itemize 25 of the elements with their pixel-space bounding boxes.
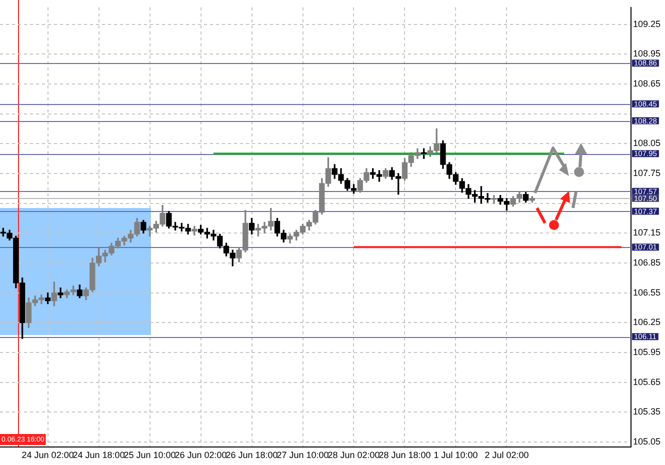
y-tick-label: 107.15 (633, 228, 661, 238)
y-tick-label: 106.85 (633, 257, 661, 268)
y-tick-label: 108.05 (633, 138, 661, 148)
y-tick-label: 105.05 (633, 436, 661, 447)
candlestick (58, 288, 64, 298)
x-tick-label: 26 Jun 18:00 (226, 450, 278, 460)
y-tick-label: 105.95 (633, 347, 661, 357)
x-tick-label: 1 Jul 10:00 (434, 450, 478, 460)
candlestick (491, 195, 497, 204)
y-tick-label: 107.75 (633, 168, 661, 178)
y-tick-label: 106.25 (633, 317, 661, 328)
x-tick-label: 25 Jun 10:00 (124, 450, 176, 460)
x-tick-label: 28 Jun 18:00 (378, 450, 431, 460)
y-tick-label: 105.65 (633, 376, 661, 387)
y-tick-label: 108.65 (633, 78, 661, 88)
y-tick-label: 108.95 (633, 48, 661, 59)
x-tick-label: 26 Jun 02:00 (174, 450, 227, 460)
x-tick-label: 24 Jun 18:00 (72, 450, 125, 460)
y-tick-label: 109.25 (633, 18, 661, 29)
x-tick-label: 28 Jun 02:00 (328, 450, 380, 460)
y-tick-label: 106.55 (633, 287, 661, 298)
x-tick-label: 2 Jul 02:00 (484, 450, 529, 460)
x-tick-label: 24 Jun 02:00 (22, 450, 74, 460)
y-tick-label: 105.35 (633, 406, 661, 417)
x-tick-label: 27 Jun 10:00 (276, 450, 329, 460)
